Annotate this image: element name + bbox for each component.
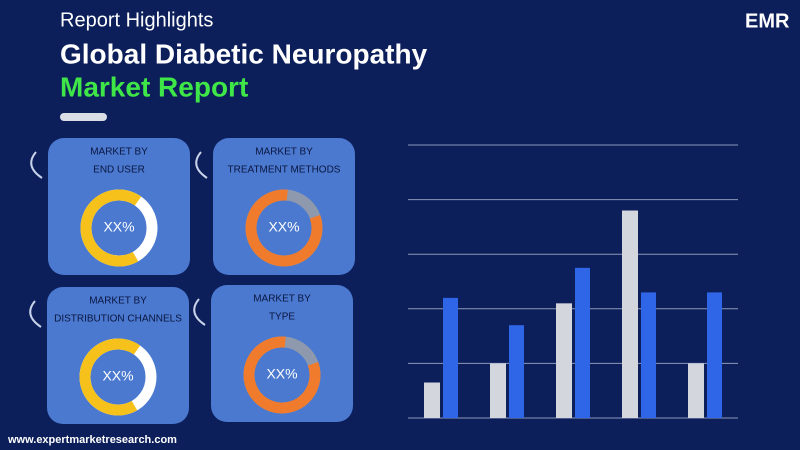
bar: [556, 303, 572, 418]
footer-url: www.expertmarketresearch.com: [7, 434, 177, 446]
card: [48, 138, 190, 275]
ring-arc: [80, 189, 158, 267]
logo: EMR: [745, 10, 790, 32]
bar: [641, 292, 656, 418]
bar: [707, 292, 722, 418]
card-value: XX%: [266, 366, 297, 382]
card-title: END USER: [93, 165, 145, 176]
card: [213, 138, 355, 275]
bar: [575, 267, 590, 418]
subtitle: Market Report: [60, 71, 248, 102]
ring-arc: [79, 338, 157, 416]
card-value: XX%: [268, 219, 299, 235]
card-value: XX%: [102, 368, 133, 384]
card-arrow: [193, 298, 206, 326]
card-title: MARKET BY: [89, 296, 147, 307]
card: [47, 287, 189, 424]
card-title: MARKET BY: [90, 147, 148, 158]
bar: [424, 382, 440, 418]
card-title: DISTRIBUTION CHANNELS: [54, 314, 182, 325]
bar: [490, 363, 506, 418]
card: [211, 285, 353, 422]
bar: [622, 210, 638, 418]
title: Global Diabetic Neuropathy: [60, 38, 428, 69]
card-title: TREATMENT METHODS: [228, 165, 341, 176]
ring-arc: [243, 336, 321, 414]
card-arrow: [195, 151, 208, 179]
bar: [443, 297, 458, 418]
card-title: MARKET BY: [255, 147, 313, 158]
bar: [509, 325, 524, 418]
card-arrow: [30, 151, 43, 179]
card-title: TYPE: [269, 312, 295, 323]
card-value: XX%: [103, 219, 134, 235]
ring-arc: [245, 189, 323, 267]
kicker: Report Highlights: [60, 9, 213, 31]
bar: [688, 363, 704, 418]
accent-pill: [60, 113, 107, 121]
card-title: MARKET BY: [253, 294, 311, 305]
card-arrow: [29, 300, 42, 328]
